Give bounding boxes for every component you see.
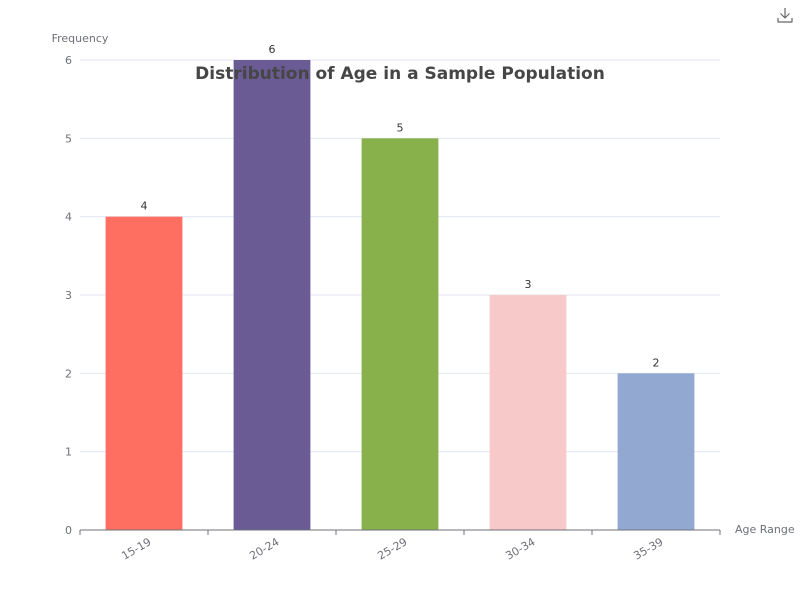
- data-label-20-24: 6: [269, 43, 276, 56]
- x-tick-label-30-34: 30-34: [503, 535, 537, 562]
- chart-title: Distribution of Age in a Sample Populati…: [195, 64, 605, 84]
- bars: [105, 60, 695, 531]
- y-tick-label: 6: [65, 54, 72, 67]
- bar-20-24[interactable]: [233, 60, 311, 530]
- y-tick-label: 0: [65, 524, 72, 537]
- data-label-15-19: 4: [141, 200, 148, 213]
- bar-30-34[interactable]: [489, 295, 567, 530]
- y-tick-label: 3: [65, 289, 72, 302]
- x-tick-label-25-29: 25-29: [375, 535, 409, 562]
- data-labels: 4 6 5 3 2: [141, 43, 660, 369]
- x-tick-label-15-19: 15-19: [119, 535, 153, 562]
- x-tick-label-20-24: 20-24: [247, 535, 281, 562]
- y-axis-label: Frequency: [52, 32, 109, 45]
- bar-15-19[interactable]: [105, 216, 183, 530]
- bar-35-39[interactable]: [617, 373, 695, 530]
- x-axis-label: Age Range: [735, 523, 795, 536]
- data-label-25-29: 5: [397, 121, 404, 134]
- bar-25-29[interactable]: [361, 138, 439, 531]
- y-tick-label: 1: [65, 446, 72, 459]
- download-icon[interactable]: [776, 6, 794, 24]
- y-tick-label: 2: [65, 367, 72, 380]
- y-tick-label: 4: [65, 211, 72, 224]
- data-label-35-39: 2: [653, 356, 660, 369]
- data-label-30-34: 3: [525, 278, 532, 291]
- y-tick-label: 5: [65, 132, 72, 145]
- x-tick-label-35-39: 35-39: [631, 535, 665, 562]
